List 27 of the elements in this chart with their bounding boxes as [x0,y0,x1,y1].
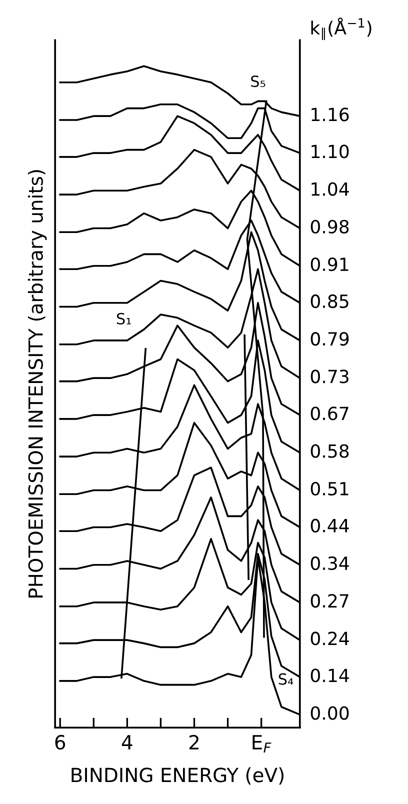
x-tick-label: 2 [189,734,198,750]
series-label: 1.10 [312,144,349,158]
x-tick-label: E$_{F}$ [252,735,272,753]
series-label: 0.34 [310,556,349,570]
series-label: 1.04 [312,182,349,196]
y-axis-title: PHOTOEMISSION INTENSITY (arbitrary units) [28,170,47,598]
series-label: 0.85 [310,294,348,308]
series-label: 0.58 [310,444,349,458]
x-tick-label: 4 [122,735,132,750]
series-label: 0.79 [310,332,349,346]
series-label: 0.24 [310,632,349,646]
series-label: 0.44 [310,518,349,532]
series-label: 0.14 [310,668,349,682]
annotation: S₄ [278,673,294,685]
series-label: 0.67 [310,406,348,420]
annotation: S₁ [116,312,131,324]
series-label: 1.16 [312,108,349,122]
series-label: 0.27 [310,594,348,608]
series-label: 0.91 [310,257,348,272]
annotation: S₅ [251,76,266,88]
series-label: 0.98 [310,220,349,234]
legend-title: k$_{∥}$(Å$^{−1}$) [311,18,372,40]
series-label: 0.73 [310,370,348,384]
x-tick-label: 6 [55,734,66,750]
series-label: 0.51 [310,482,348,496]
series-label: 0.00 [310,706,349,720]
x-axis-title: BINDING ENERGY (eV) [72,767,284,785]
